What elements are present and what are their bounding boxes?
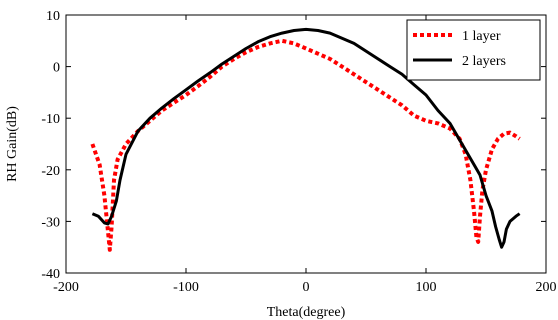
y-tick-label: -40 — [41, 267, 60, 282]
series-line-2 — [91, 27, 521, 249]
y-tick-label: -20 — [41, 164, 60, 179]
x-axis-label: Theta(degree) — [267, 305, 346, 320]
legend-label-2: 2 layers — [462, 54, 506, 69]
y-tick-label: -30 — [41, 215, 60, 230]
series-group — [90, 27, 521, 252]
legend-box — [406, 19, 541, 81]
x-tick-label: 200 — [536, 280, 557, 295]
x-tick-label: 100 — [416, 280, 437, 295]
y-axis-label: RH Gain(dB) — [5, 106, 20, 182]
legend: 1 layer 2 layers — [406, 19, 541, 81]
y-tick-label: -10 — [41, 112, 60, 127]
y-tick-label: 10 — [46, 9, 60, 24]
x-tick-label: -200 — [53, 280, 79, 295]
x-tick-label: -100 — [173, 280, 199, 295]
series-line-1 — [90, 38, 521, 252]
legend-label-1: 1 layer — [462, 29, 501, 44]
y-tick-label: 0 — [53, 61, 60, 76]
x-tick-label: 0 — [303, 280, 310, 295]
